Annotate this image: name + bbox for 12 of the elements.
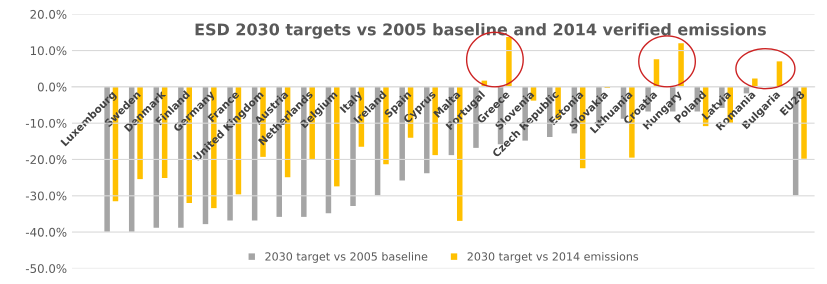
- y-tick-label: -50.0%: [26, 264, 66, 274]
- y-tick-label: -30.0%: [26, 191, 66, 200]
- bar: [750, 77, 759, 88]
- bar: [775, 60, 784, 88]
- y-tick-label: 0.0%: [38, 82, 66, 92]
- y-tick-label: -20.0%: [26, 155, 66, 164]
- legend-label: 2030 target vs 2005 baseline: [265, 252, 428, 263]
- legend-label: 2030 target vs 2014 emissions: [468, 252, 638, 263]
- text: ESD 2030 targets vs 2005 baseline and 2014 verified emissions: [196, 23, 766, 39]
- y-tick-label: -40.0%: [26, 228, 66, 237]
- y-tick-label: 20.0%: [30, 10, 66, 19]
- y-tick-label: 10.0%: [30, 46, 66, 56]
